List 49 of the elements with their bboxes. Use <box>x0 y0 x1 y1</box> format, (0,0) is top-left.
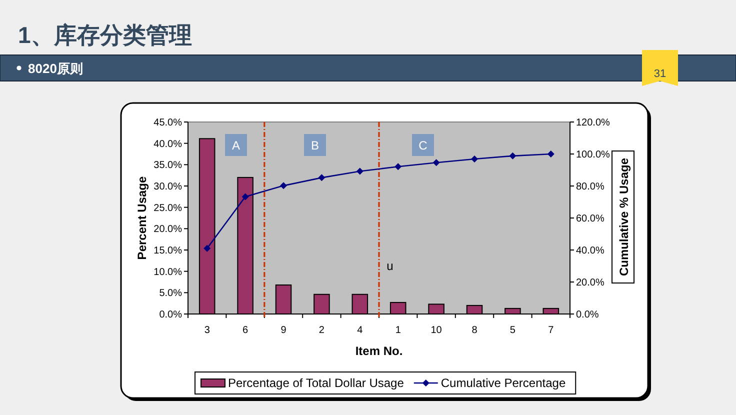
x-tick-label: 4 <box>357 325 364 336</box>
point <box>432 159 440 166</box>
x-tick-label: 7 <box>548 325 554 336</box>
point <box>471 155 478 162</box>
y2-tick-label: 0.0% <box>576 310 599 320</box>
text: 31 <box>654 68 666 80</box>
y-tick-label: 5.0% <box>159 288 182 300</box>
y-tick-label: 15.0% <box>154 246 182 256</box>
legend-label: Cumulative Percentage <box>440 376 566 390</box>
point <box>394 163 402 170</box>
point <box>242 193 249 200</box>
x-tick-label: 10 <box>430 325 442 336</box>
chart-title: 1、库存分类管理 <box>18 22 192 48</box>
text: 8020原则 <box>28 61 83 76</box>
y-tick-label: 25.0% <box>154 202 182 214</box>
y2-tick-label: 40.0% <box>576 246 604 256</box>
x-tick-label: 1 <box>395 325 402 336</box>
x-tick-label: 3 <box>204 325 210 336</box>
y2-tick-label: 120.0% <box>576 118 610 128</box>
y2-tick-label: 20.0% <box>576 278 604 288</box>
y2-tick-label: 60.0% <box>576 214 604 224</box>
y-tick-label: 30.0% <box>154 182 182 192</box>
y-tick-label: 40.0% <box>154 138 182 150</box>
point <box>318 174 326 182</box>
y-tick-label: 45.0% <box>154 118 182 128</box>
x-tick-label: 5 <box>510 325 516 336</box>
x-tick-label: 6 <box>242 325 249 336</box>
annotation: B <box>310 138 320 152</box>
x-axis-title: Item No. <box>355 344 403 358</box>
y2-tick-label: 80.0% <box>576 182 604 192</box>
y-tick-label: 10.0% <box>154 266 182 278</box>
point <box>509 152 516 160</box>
y2-axis-title: Cumulative % Usage <box>617 158 631 276</box>
annotation: A <box>232 138 240 152</box>
point <box>356 168 364 175</box>
y2-tick-label: 100.0% <box>576 150 610 160</box>
y-tick-label: 0.0% <box>159 310 182 320</box>
legend-label: Percentage of Total Dollar Usage <box>228 376 404 390</box>
point <box>547 150 554 158</box>
point <box>280 182 287 190</box>
annotation: u <box>386 259 394 273</box>
y-tick-label: 35.0% <box>154 160 182 172</box>
annotation: C <box>418 138 428 152</box>
x-tick-label: 9 <box>280 325 287 336</box>
y-tick-label: 20.0% <box>154 224 182 236</box>
point <box>204 244 211 252</box>
x-tick-label: 2 <box>318 325 325 336</box>
x-tick-label: 8 <box>472 325 478 336</box>
y-axis-title: Percent Usage <box>135 176 149 260</box>
